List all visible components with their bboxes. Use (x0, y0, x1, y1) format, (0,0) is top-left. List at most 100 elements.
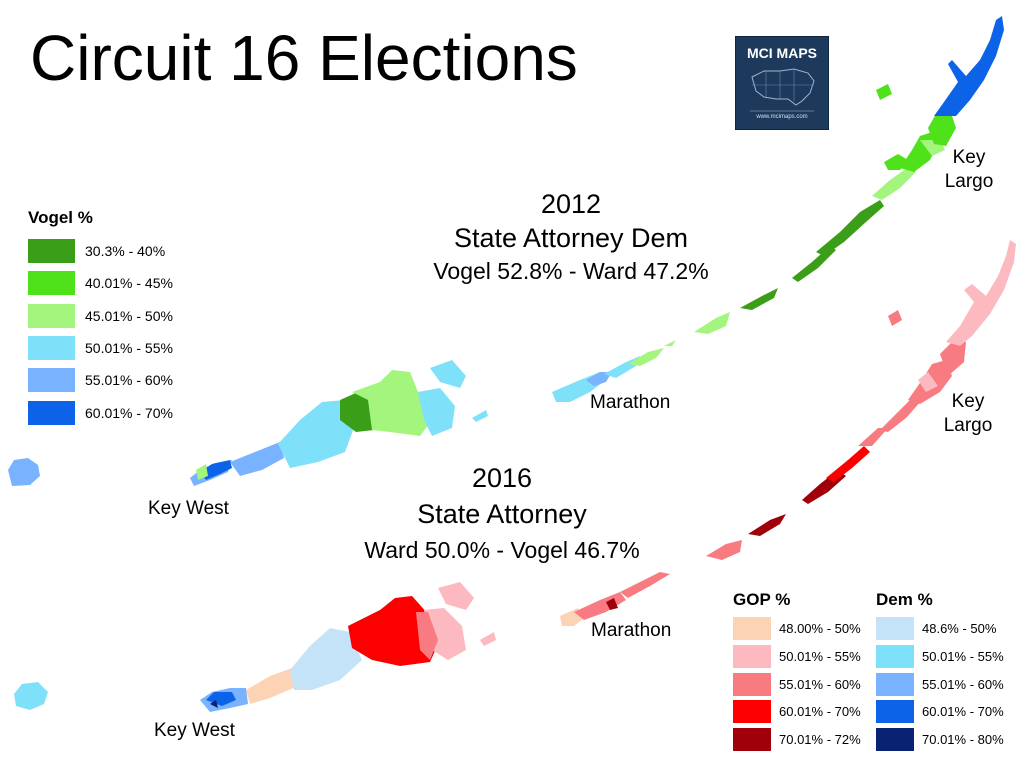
map-2012-lower-keys-b (278, 400, 355, 468)
legend-vogel: Vogel % 30.3% - 40% 40.01% - 45% 45.01% - … (28, 208, 208, 428)
legend-gop-label: 60.01% - 70% (779, 704, 861, 720)
legend-dem-swatch (876, 700, 914, 724)
map-2012-year: 2012 (540, 189, 602, 219)
legend-dem-title: Dem % (876, 590, 933, 609)
logo-text: MCI MAPS (747, 45, 817, 61)
legend-gop-label: 70.01% - 72% (779, 732, 861, 748)
legend-dem-swatch (876, 644, 914, 668)
map-2012-stock-island (196, 464, 208, 480)
map-2016-marathon-b (574, 592, 626, 620)
mci-maps-logo: MCI MAPS www.mcimaps.com (735, 36, 829, 130)
legend-dem: Dem % 48.6% - 50% 50.01% - 55% 55.01% - 60… (876, 590, 1022, 755)
legend-dem-label: 70.01% - 80% (922, 732, 1004, 748)
legend-vogel-label: 40.01% - 45% (85, 275, 173, 292)
legend-gop-swatch (733, 672, 771, 696)
legend-vogel-swatch (28, 303, 75, 328)
map-2016-upper-c (940, 340, 966, 376)
map-2016-middle-a (706, 540, 742, 560)
legend-gop-swatch (733, 644, 771, 668)
legend-vogel-label: 60.01% - 70% (85, 404, 173, 421)
map-2016-middle-e (858, 428, 888, 446)
legend-gop-label: 48.00% - 50% (779, 621, 861, 636)
legend-dem-swatch (876, 617, 914, 640)
map-2012-key-west-dark (200, 460, 232, 480)
usa-map-icon (750, 68, 815, 112)
map-2016-marathon-label: Marathon (591, 620, 672, 641)
page-title: Circuit 16 Elections (30, 22, 578, 94)
map-2012-marquesas (8, 458, 40, 486)
map-2012-key-largo (934, 16, 1004, 116)
legend-vogel-swatch (28, 271, 75, 296)
legend-dem-label: 50.01% - 55% (922, 648, 1004, 664)
map-2012-result: Vogel 52.8% - Ward 47.2% (433, 258, 709, 284)
map-2012-key-largo-label-1: Key (952, 147, 986, 168)
map-2012-marathon-e (664, 340, 676, 346)
legend-vogel-label: 45.01% - 50% (85, 307, 173, 324)
legend-vogel-label: 50.01% - 55% (85, 339, 173, 356)
map-2012-marathon-b (586, 372, 612, 386)
map-2016-race: State Attorney (417, 499, 587, 529)
map-2016-marathon-d (620, 572, 670, 598)
map-2012-marathon-c (604, 356, 640, 378)
map-2012-lower-keys-a (230, 442, 284, 476)
map-2012-key-west-label: Key West (148, 498, 229, 519)
legend-vogel-swatch (28, 368, 75, 393)
legend-dem-swatch (876, 728, 914, 752)
map-2016-marathon-c (606, 598, 618, 610)
map-2016-upper-d (918, 372, 938, 392)
logo-url: www.mcimaps.com (756, 114, 808, 120)
map-2016-lower-b (290, 628, 362, 690)
legend-gop-label: 55.01% - 60% (779, 676, 861, 692)
legend-vogel-swatch (28, 239, 75, 263)
map-2016-result: Ward 50.0% - Vogel 46.7% (364, 537, 640, 563)
map-2012-shapes (8, 16, 1004, 486)
map-2012-upper-a (872, 166, 916, 200)
map-2012-race: State Attorney Dem (453, 223, 689, 253)
map-2012-lower-keys-c (340, 392, 374, 432)
map-2016-middle-d (826, 446, 870, 482)
map-2012-key-largo-label-2: Largo (944, 171, 994, 192)
map-2016-year: 2016 (471, 463, 533, 493)
legend-gop-title: GOP % (733, 590, 791, 609)
legend-vogel-label: 55.01% - 60% (85, 372, 173, 389)
legend-dem-label: 60.01% - 70% (922, 704, 1004, 720)
map-2012-lower-keys-e (418, 388, 455, 436)
map-2016-upper-a (880, 392, 922, 432)
map-2012-marathon-d (628, 348, 664, 366)
map-2012-upper-e (928, 114, 956, 146)
map-2012-north-key (876, 84, 892, 100)
map-2016-north-key (888, 310, 902, 326)
legend-dem-swatch (876, 672, 914, 696)
map-2012-lower-keys-f (430, 360, 466, 388)
map-2012-middle-b (740, 288, 778, 310)
legend-vogel-label: 30.3% - 40% (85, 243, 166, 259)
map-2016-key-largo-label-1: Key (951, 391, 985, 412)
map-2016-middle-b (748, 514, 786, 536)
map-2012-marathon-label: Marathon (590, 392, 671, 413)
map-2016-key-largo-label-2: Largo (943, 415, 993, 436)
legend-dem-label: 48.6% - 50% (922, 621, 997, 636)
map-2012-middle-d (816, 200, 884, 256)
map-2016-lower-g (480, 632, 496, 646)
map-2016-lower-f (438, 582, 474, 610)
legend-gop: GOP % 48.00% - 50% 50.01% - 55% 55.01% - 6… (733, 590, 873, 755)
map-2012-lower-keys-d (352, 370, 432, 436)
legend-gop-swatch (733, 617, 771, 640)
map-2016-lower-a (246, 668, 298, 704)
map-2012-lower-keys-g (472, 410, 488, 422)
legend-vogel-swatch (28, 335, 75, 360)
legend-gop-swatch (733, 728, 771, 752)
map-2016-key-west-label: Key West (154, 720, 235, 741)
map-2016-shapes (14, 240, 1016, 712)
legend-gop-label: 50.01% - 55% (779, 648, 861, 664)
map-2012-middle-a (694, 312, 730, 334)
map-2016-marquesas (14, 682, 48, 710)
legend-vogel-swatch (28, 400, 75, 425)
map-2016-key-west-navy (210, 700, 218, 708)
map-2016-key-largo (946, 240, 1016, 346)
map-2016-lower-e (416, 612, 438, 660)
legend-dem-label: 55.01% - 60% (922, 676, 1004, 692)
legend-gop-swatch (733, 700, 771, 724)
legend-vogel-title: Vogel % (28, 208, 93, 227)
